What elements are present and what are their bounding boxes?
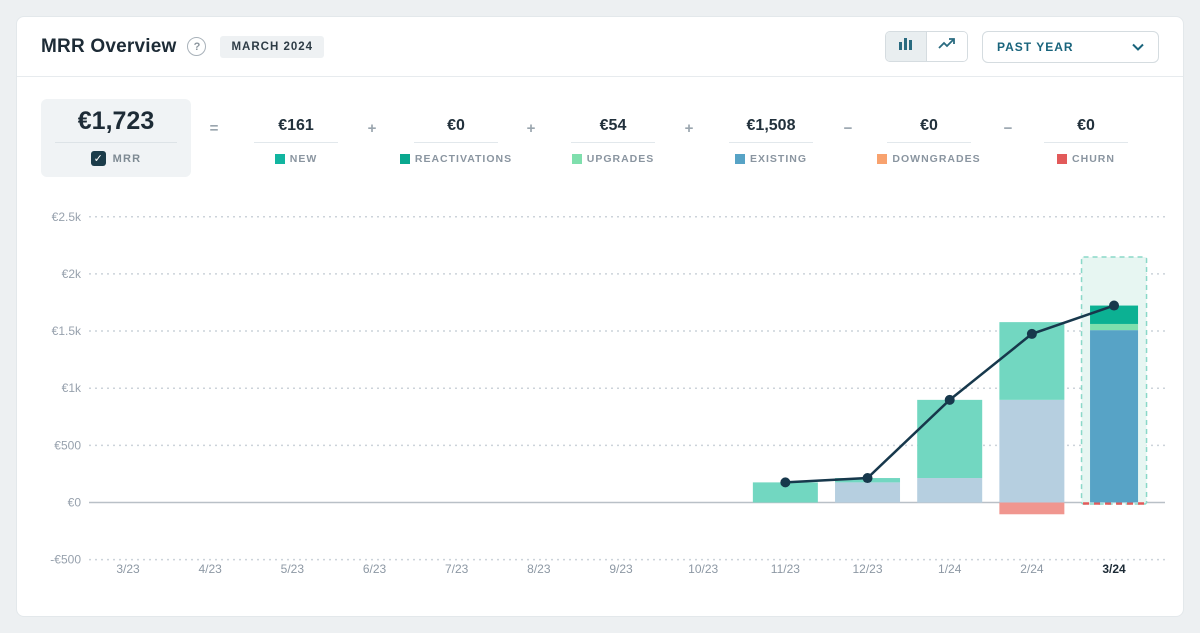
- upgrades-swatch: [571, 154, 582, 164]
- divider: [414, 142, 498, 143]
- x-tick-label: 7/23: [445, 562, 469, 576]
- bar-segment-churn[interactable]: [999, 502, 1065, 515]
- divider: [254, 142, 338, 143]
- operator-plus: +: [367, 120, 377, 137]
- metric-reactivations[interactable]: €0 REACTIVATIONS: [376, 117, 536, 169]
- page-title: MRR Overview: [41, 35, 177, 57]
- y-tick-label: €0: [68, 496, 82, 510]
- divider: [1044, 142, 1128, 143]
- bar-segment-existing[interactable]: [1090, 330, 1139, 503]
- metric-churn-value: €0: [1077, 117, 1095, 134]
- mrr-data-point[interactable]: [780, 477, 791, 488]
- mrr-data-point[interactable]: [944, 394, 955, 405]
- downgrades-swatch: [877, 154, 888, 164]
- divider: [55, 142, 177, 143]
- metric-existing-value: €1,508: [746, 117, 796, 134]
- metric-new[interactable]: €161 NEW: [216, 117, 376, 169]
- mrr-data-point[interactable]: [862, 473, 873, 484]
- metric-upgrades-value: €54: [599, 117, 627, 134]
- x-tick-label: 9/23: [609, 562, 633, 576]
- bar-chart-toggle-button[interactable]: [886, 32, 927, 61]
- line-chart-toggle-button[interactable]: [927, 32, 967, 61]
- x-tick-label: 8/23: [527, 562, 551, 576]
- mrr-overview-card: MRR Overview ? MARCH 2024 PAST YEAR: [16, 16, 1184, 617]
- reactivations-swatch: [399, 154, 410, 164]
- line-chart-icon: [938, 37, 956, 56]
- metric-downgrades-value: €0: [920, 117, 938, 134]
- mrr-data-point[interactable]: [1109, 300, 1120, 311]
- x-tick-label: 2/24: [1020, 562, 1044, 576]
- divider: [571, 142, 655, 143]
- metric-downgrades[interactable]: €0 DOWNGRADES: [849, 117, 1009, 169]
- x-tick-label: 1/24: [938, 562, 962, 576]
- existing-swatch: [734, 154, 745, 164]
- x-tick-label: 10/23: [688, 562, 718, 576]
- churn-swatch: [1057, 154, 1068, 164]
- operator-plus: +: [684, 120, 694, 137]
- period-badge: MARCH 2024: [220, 35, 325, 58]
- bar-segment-new[interactable]: [752, 482, 818, 503]
- mrr-total-box[interactable]: €1,723 ✓ MRR: [41, 99, 191, 177]
- mrr-total-value: €1,723: [77, 107, 155, 135]
- header-controls: PAST YEAR: [885, 30, 1159, 63]
- operator-minus: −: [1003, 120, 1013, 137]
- metric-reactivations-value: €0: [447, 117, 465, 134]
- bar-segment-existing[interactable]: [835, 482, 901, 503]
- y-tick-label: €500: [54, 438, 81, 452]
- x-tick-label: 11/23: [771, 562, 800, 576]
- card-header: MRR Overview ? MARCH 2024 PAST YEAR: [17, 17, 1183, 77]
- mrr-chart: €2.5k €2k €1.5k €1k €500 €0 -€500 3/23 4/23 5/23 6…: [50, 210, 1165, 576]
- metric-downgrades-label: DOWNGRADES: [892, 153, 981, 165]
- chevron-down-icon: [1132, 38, 1144, 56]
- x-tick-label: 6/23: [363, 562, 387, 576]
- operator-plus: +: [526, 120, 536, 137]
- metric-new-label: NEW: [289, 153, 318, 165]
- divider: [729, 142, 813, 143]
- y-tick-label: €2.5k: [52, 210, 82, 224]
- operator-equals: =: [209, 120, 219, 137]
- metric-upgrades-label: UPGRADES: [586, 153, 655, 165]
- y-tick-label: €2k: [62, 267, 82, 281]
- divider: [887, 142, 971, 143]
- x-tick-label: 12/23: [853, 562, 883, 576]
- metric-reactivations-label: REACTIVATIONS: [414, 153, 513, 165]
- x-tick-label: 3/23: [116, 562, 140, 576]
- y-tick-label: -€500: [50, 553, 81, 567]
- x-tick-label: 3/24: [1102, 562, 1126, 576]
- bar-segment-existing[interactable]: [917, 478, 983, 503]
- y-tick-label: €1.5k: [52, 324, 82, 338]
- bar-chart-icon: [898, 37, 914, 56]
- metric-churn-label: CHURN: [1072, 153, 1115, 165]
- x-tick-label: 5/23: [281, 562, 305, 576]
- mrr-checkbox[interactable]: ✓: [90, 151, 106, 166]
- operator-minus: −: [843, 120, 853, 137]
- metric-churn[interactable]: €0 CHURN: [1006, 117, 1166, 169]
- metric-upgrades[interactable]: €54 UPGRADES: [533, 117, 693, 169]
- metric-existing[interactable]: €1,508 EXISTING: [691, 117, 851, 169]
- x-tick-label: 4/23: [198, 562, 222, 576]
- date-range-select[interactable]: PAST YEAR: [982, 30, 1159, 63]
- bar-segment-existing[interactable]: [999, 399, 1065, 503]
- date-range-value: PAST YEAR: [997, 39, 1074, 54]
- y-tick-label: €1k: [62, 381, 82, 395]
- metric-new-value: €161: [278, 117, 314, 134]
- mrr-data-point[interactable]: [1026, 328, 1037, 339]
- chart-type-toggle: [885, 31, 968, 62]
- help-icon[interactable]: ?: [187, 37, 207, 56]
- new-swatch: [274, 154, 285, 164]
- mrr-label: MRR: [112, 152, 142, 165]
- bar-segment-upgrades[interactable]: [1090, 323, 1139, 331]
- metric-existing-label: EXISTING: [749, 153, 807, 165]
- bar-segment-new[interactable]: [917, 399, 983, 479]
